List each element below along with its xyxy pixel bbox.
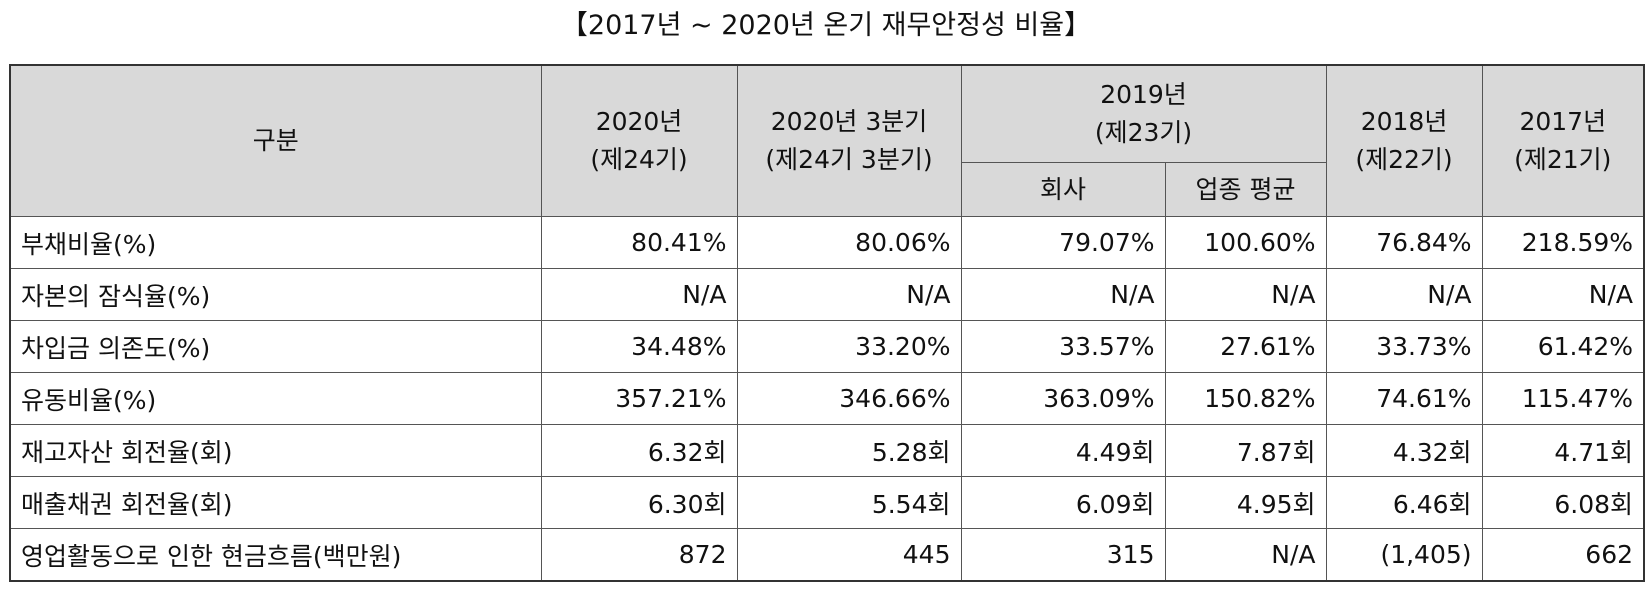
header-2017: 2017년 (제21기) xyxy=(1481,64,1645,217)
table-cell: 6.08회 xyxy=(1481,476,1645,529)
table-cell: 4.71회 xyxy=(1481,424,1645,477)
table-cell: N/A xyxy=(1164,528,1327,582)
table-cell: 34.48% xyxy=(540,320,738,373)
header-2017-year: 2017년 xyxy=(1519,107,1607,136)
header-2018: 2018년 (제22기) xyxy=(1325,64,1483,217)
row-label: 자본의 잠식율(%) xyxy=(9,268,542,321)
table-cell: 33.73% xyxy=(1325,320,1483,373)
header-2019-year: 2019년 xyxy=(1100,80,1187,109)
header-2017-period: (제21기) xyxy=(1514,145,1612,174)
table-cell: 100.60% xyxy=(1164,216,1327,269)
table-cell: 6.32회 xyxy=(540,424,738,477)
table-cell: N/A xyxy=(540,268,738,321)
table-cell: 4.49회 xyxy=(960,424,1166,477)
row-label: 부채비율(%) xyxy=(9,216,542,269)
header-2019-industry-average: 업종 평균 xyxy=(1164,162,1327,217)
table-cell: 76.84% xyxy=(1325,216,1483,269)
header-2019-company: 회사 xyxy=(960,162,1166,217)
table-cell: 6.09회 xyxy=(960,476,1166,529)
table-cell: 6.30회 xyxy=(540,476,738,529)
table-cell: 80.06% xyxy=(736,216,962,269)
header-2020-q3-year: 2020년 3분기 xyxy=(770,107,928,136)
row-label: 차입금 의존도(%) xyxy=(9,320,542,373)
header-category: 구분 xyxy=(9,64,542,217)
header-2019-period: (제23기) xyxy=(1094,118,1193,147)
table-row: 재고자산 회전율(회) 6.32회 5.28회 4.49회 7.87회 4.32회 4.71… xyxy=(9,424,1645,477)
table-cell: 80.41% xyxy=(540,216,738,269)
table-row: 유동비율(%) 357.21% 346.66% 363.09% 150.82% 74.61… xyxy=(9,372,1645,425)
table-cell: 27.61% xyxy=(1164,320,1327,373)
header-2018-year: 2018년 xyxy=(1360,107,1448,136)
table-cell: N/A xyxy=(1325,268,1483,321)
table-row: 매출채권 회전율(회) 6.30회 5.54회 6.09회 4.95회 6.46회 6.08… xyxy=(9,476,1645,529)
row-label: 영업활동으로 인한 현금흐름(백만원) xyxy=(9,528,542,582)
table-cell: 7.87회 xyxy=(1164,424,1327,477)
row-label: 매출채권 회전율(회) xyxy=(9,476,542,529)
table-cell: N/A xyxy=(1481,268,1645,321)
table-title: 【2017년 ~ 2020년 온기 재무안정성 비율】 xyxy=(560,10,1092,41)
table-row: 차입금 의존도(%) 34.48% 33.20% 33.57% 27.61% 33.73%… xyxy=(9,320,1645,373)
table-row: 부채비율(%) 80.41% 80.06% 79.07% 100.60% 76.84% 21… xyxy=(9,216,1645,269)
table-cell: 33.20% xyxy=(736,320,962,373)
table-cell: 346.66% xyxy=(736,372,962,425)
table-cell: 4.95회 xyxy=(1164,476,1327,529)
table-cell: N/A xyxy=(1164,268,1327,321)
table-cell: 74.61% xyxy=(1325,372,1483,425)
table-cell: 662 xyxy=(1481,528,1645,582)
header-2020-q3-period: (제24기 3분기) xyxy=(765,145,933,174)
table-cell: 79.07% xyxy=(960,216,1166,269)
table-cell: 357.21% xyxy=(540,372,738,425)
table-cell: N/A xyxy=(960,268,1166,321)
row-label: 유동비율(%) xyxy=(9,372,542,425)
financial-stability-table: 구분 2020년 (제24기) 2020년 3분기 (제24기 3분기) 201… xyxy=(9,64,1646,582)
table-cell: 4.32회 xyxy=(1325,424,1483,477)
table-cell: 33.57% xyxy=(960,320,1166,373)
header-2020: 2020년 (제24기) xyxy=(540,64,738,217)
table-cell: 150.82% xyxy=(1164,372,1327,425)
table-cell: 445 xyxy=(736,528,962,582)
header-2020-period: (제24기) xyxy=(590,145,688,174)
table-cell: 872 xyxy=(540,528,738,582)
table-cell: 363.09% xyxy=(960,372,1166,425)
header-2020-q3: 2020년 3분기 (제24기 3분기) xyxy=(736,64,962,217)
table-cell: 6.46회 xyxy=(1325,476,1483,529)
table-cell: 115.47% xyxy=(1481,372,1645,425)
row-label: 재고자산 회전율(회) xyxy=(9,424,542,477)
table-row: 영업활동으로 인한 현금흐름(백만원) 872 445 315 N/A (1,405) 66… xyxy=(9,528,1645,582)
table-cell: 5.54회 xyxy=(736,476,962,529)
table-cell: 5.28회 xyxy=(736,424,962,477)
table-cell: 315 xyxy=(960,528,1166,582)
table-cell: (1,405) xyxy=(1325,528,1483,582)
table-row: 자본의 잠식율(%) N/A N/A N/A N/A N/A N/A xyxy=(9,268,1645,321)
table-cell: 218.59% xyxy=(1481,216,1645,269)
header-2019: 2019년 (제23기) xyxy=(960,64,1327,163)
header-2018-period: (제22기) xyxy=(1355,145,1453,174)
table-cell: 61.42% xyxy=(1481,320,1645,373)
header-2020-year: 2020년 xyxy=(595,107,683,136)
table-cell: N/A xyxy=(736,268,962,321)
